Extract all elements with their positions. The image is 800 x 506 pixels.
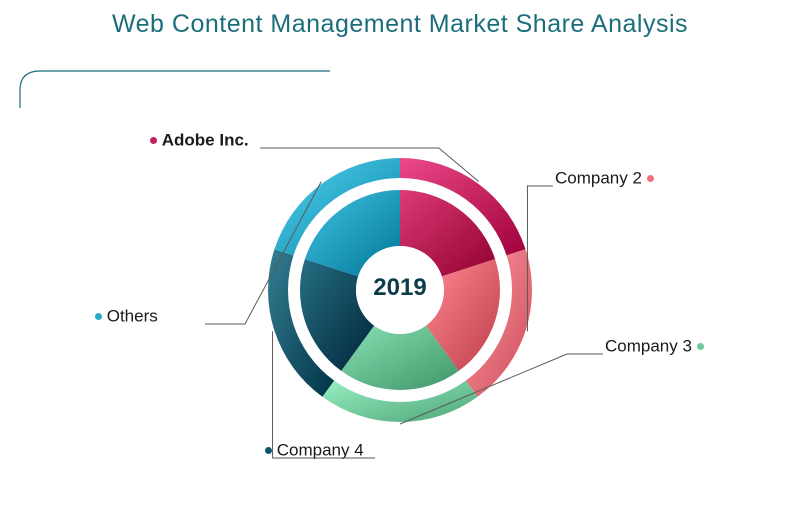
segment-label-text: Company 3 <box>605 337 692 356</box>
legend-dot-icon <box>150 137 157 144</box>
title-underline <box>0 70 800 110</box>
segment-label-text: Company 4 <box>277 441 364 460</box>
segment-label-text: Company 2 <box>555 169 642 188</box>
chart-title: Web Content Management Market Share Anal… <box>28 10 772 39</box>
segment-label-company2: Company 2 <box>555 168 654 189</box>
legend-dot-icon <box>647 175 654 182</box>
segment-label-company3: Company 3 <box>605 336 704 357</box>
infographic-canvas: Web Content Management Market Share Anal… <box>0 0 800 506</box>
segment-label-adobe: Adobe Inc. <box>150 130 249 151</box>
legend-dot-icon <box>95 313 102 320</box>
segment-label-text: Adobe Inc. <box>162 131 249 150</box>
legend-dot-icon <box>265 447 272 454</box>
segment-label-company4: Company 4 <box>265 440 364 461</box>
center-year-label: 2019 <box>360 274 440 302</box>
segment-label-others: Others <box>95 306 158 327</box>
title-block: Web Content Management Market Share Anal… <box>28 10 772 39</box>
legend-dot-icon <box>697 343 704 350</box>
segment-label-text: Others <box>107 307 158 326</box>
